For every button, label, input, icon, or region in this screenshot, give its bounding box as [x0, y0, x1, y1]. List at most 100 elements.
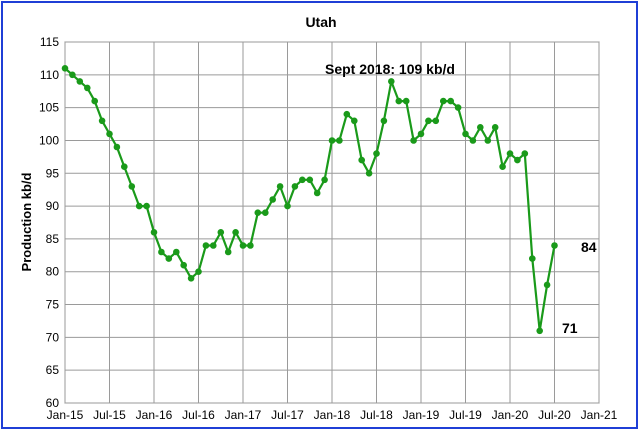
data-point — [239, 242, 247, 249]
data-point — [291, 183, 299, 190]
y-tick-label: 95 — [46, 166, 60, 180]
data-point — [491, 124, 499, 131]
data-point — [276, 183, 284, 190]
data-point — [224, 248, 232, 256]
y-tick-label: 65 — [46, 363, 60, 377]
y-tick-label: 60 — [46, 396, 60, 410]
data-point — [373, 150, 380, 157]
data-point — [84, 84, 91, 92]
data-point — [121, 163, 128, 170]
y-tick-label: 115 — [40, 35, 59, 49]
annotation-low: 71 — [562, 320, 578, 336]
data-point — [254, 209, 262, 216]
data-point — [358, 156, 366, 164]
y-tick-label: 70 — [46, 330, 60, 344]
x-tick-label: Jan-21 — [581, 408, 618, 422]
data-point — [410, 137, 417, 144]
data-point — [417, 130, 425, 138]
data-point — [150, 229, 158, 236]
data-point — [440, 97, 447, 105]
data-point — [98, 117, 106, 125]
data-point — [284, 202, 291, 210]
data-point — [187, 275, 195, 282]
x-tick-label: Jan-18 — [314, 408, 351, 422]
data-point — [506, 150, 514, 157]
data-point — [336, 137, 343, 144]
data-point — [425, 117, 432, 125]
data-point — [113, 143, 121, 151]
data-point — [299, 176, 306, 184]
data-point — [432, 117, 440, 125]
y-tick-label: 80 — [46, 265, 60, 279]
data-point — [69, 71, 76, 79]
x-tick-label: Jul-17 — [271, 408, 304, 422]
data-point — [514, 156, 521, 164]
data-point — [210, 242, 217, 249]
data-point — [217, 229, 225, 236]
grid-lines — [64, 41, 600, 404]
x-tick-label: Jul-19 — [449, 408, 482, 422]
data-point — [143, 202, 150, 210]
data-point — [321, 176, 328, 184]
data-point — [247, 242, 254, 249]
data-point — [343, 110, 351, 118]
data-point — [499, 163, 506, 170]
data-point — [195, 268, 202, 276]
data-point — [61, 65, 69, 72]
data-point — [402, 97, 410, 105]
data-point — [232, 229, 239, 236]
data-point — [521, 150, 529, 157]
y-tick-label: 100 — [39, 133, 59, 147]
data-point — [536, 327, 543, 335]
data-point — [469, 137, 477, 144]
data-point — [395, 97, 403, 105]
data-point — [462, 130, 469, 138]
data-point — [262, 209, 269, 216]
y-tick-label: 90 — [46, 199, 60, 213]
data-point — [135, 202, 143, 210]
data-point — [91, 97, 98, 105]
data-point — [454, 104, 462, 111]
data-point — [158, 248, 165, 256]
data-point — [477, 124, 484, 131]
chart-title: Utah — [305, 14, 336, 30]
annotation-peak: Sept 2018: 109 kb/d — [325, 61, 455, 77]
x-tick-label: Jan-15 — [47, 408, 84, 422]
x-tick-label: Jul-18 — [360, 408, 393, 422]
y-tick-labels: 60 65 70 75 80 85 90 95 100 105 110 115 — [39, 35, 59, 410]
y-tick-label: 75 — [46, 298, 60, 312]
data-point — [484, 137, 492, 144]
data-point — [76, 78, 84, 85]
data-point — [543, 281, 551, 289]
data-point — [380, 117, 388, 125]
annotation-latest: 84 — [581, 239, 597, 255]
data-point — [128, 183, 136, 190]
x-tick-label: Jul-15 — [93, 408, 126, 422]
data-point — [388, 78, 395, 85]
data-point — [447, 97, 455, 105]
data-point — [106, 130, 113, 138]
data-point — [165, 255, 173, 262]
y-axis-label: Production kb/d — [19, 172, 34, 271]
data-point — [180, 261, 187, 269]
data-point — [529, 255, 536, 262]
data-point — [313, 189, 321, 197]
x-tick-label: Jul-20 — [538, 408, 571, 422]
data-point — [351, 117, 358, 125]
x-tick-label: Jan-20 — [492, 408, 529, 422]
data-point — [306, 176, 314, 184]
x-tick-label: Jan-16 — [136, 408, 173, 422]
x-tick-label: Jul-16 — [182, 408, 215, 422]
data-point — [269, 196, 277, 203]
y-tick-label: 85 — [46, 232, 60, 246]
y-tick-label: 110 — [40, 68, 59, 82]
data-point — [551, 242, 558, 249]
series-group — [61, 65, 558, 335]
x-tick-labels: Jan-15 Jul-15 Jan-16 Jul-16 Jan-17 Jul-17 Jan-… — [47, 408, 618, 422]
x-tick-label: Jan-17 — [225, 408, 262, 422]
x-tick-label: Jan-19 — [403, 408, 440, 422]
data-point — [328, 137, 336, 144]
y-tick-label: 105 — [39, 101, 59, 115]
data-point — [365, 170, 373, 177]
